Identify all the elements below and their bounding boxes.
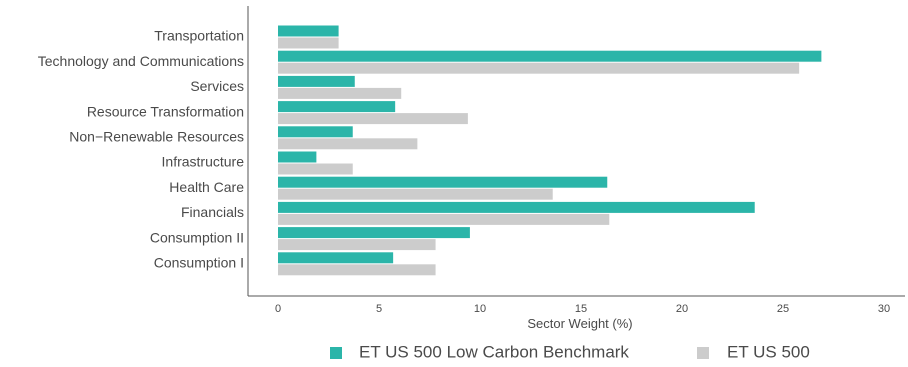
category-label: Health Care: [169, 179, 244, 195]
x-tick-labels: 0 5 10 15 20 25 30: [275, 303, 890, 315]
x-axis-title: Sector Weight (%): [527, 316, 632, 331]
category-label: Transportation: [154, 28, 244, 44]
us500-bar: [278, 87, 402, 99]
us500-bar: [278, 138, 418, 150]
legend-swatch-us500: [697, 347, 709, 359]
us500-bar: [278, 62, 800, 74]
category-label: Consumption II: [150, 229, 244, 245]
x-tick-label: 20: [676, 303, 688, 315]
low-carbon-bar: [278, 176, 608, 188]
low-carbon-bar: [278, 75, 355, 87]
us500-bar: [278, 113, 468, 125]
low-carbon-bar: [278, 151, 317, 163]
category-label: Consumption I: [154, 255, 244, 271]
category-label: Financials: [181, 204, 244, 220]
us500-bar: [278, 188, 553, 200]
category-label: Technology and Communications: [38, 53, 244, 69]
low-carbon-bar: [278, 201, 755, 213]
low-carbon-bar: [278, 50, 822, 62]
us500-bar: [278, 37, 339, 49]
bars-group: [278, 25, 822, 276]
x-tick-label: 25: [777, 303, 789, 315]
low-carbon-bar: [278, 25, 339, 37]
category-label: Resource Transformation: [87, 103, 244, 119]
low-carbon-bar: [278, 252, 394, 264]
us500-bar: [278, 239, 436, 251]
x-tick-label: 15: [575, 303, 587, 315]
low-carbon-bar: [278, 126, 353, 138]
x-tick-label: 30: [878, 303, 890, 315]
x-tick-label: 5: [376, 303, 382, 315]
us500-bar: [278, 213, 610, 225]
low-carbon-bar: [278, 227, 470, 239]
legend-swatch-low-carbon: [330, 347, 342, 359]
legend: ET US 500 Low Carbon Benchmark ET US 500: [330, 342, 810, 361]
x-tick-label: 10: [474, 303, 486, 315]
category-label: Services: [190, 78, 244, 94]
us500-bar: [278, 163, 353, 175]
legend-label-low-carbon: ET US 500 Low Carbon Benchmark: [359, 342, 629, 361]
category-label: Non−Renewable Resources: [69, 129, 244, 145]
legend-label-us500: ET US 500: [727, 342, 810, 361]
x-tick-label: 0: [275, 303, 281, 315]
low-carbon-bar: [278, 101, 396, 113]
us500-bar: [278, 264, 436, 276]
category-label: Infrastructure: [162, 154, 245, 170]
category-labels: Transportation Technology and Communicati…: [38, 28, 244, 271]
